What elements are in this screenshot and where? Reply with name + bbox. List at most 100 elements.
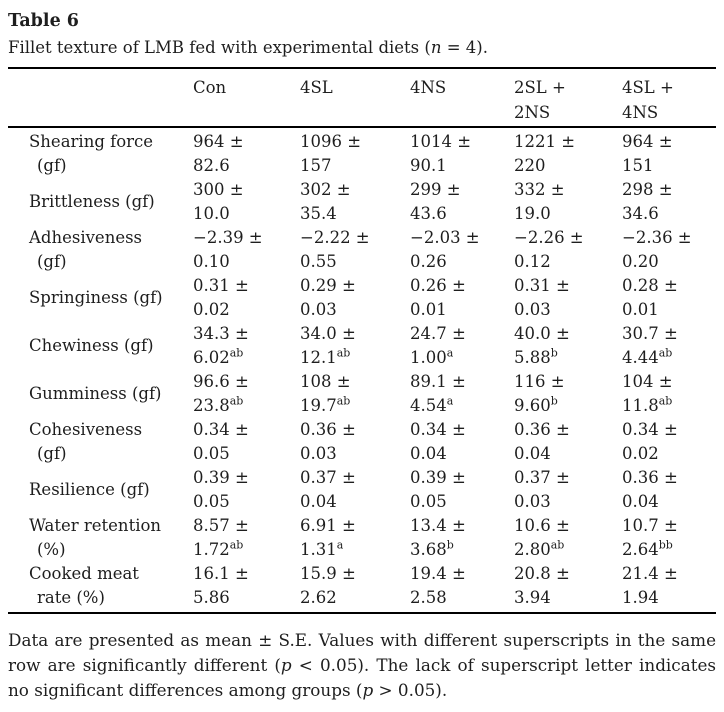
mean-value: 89.1 ± — [410, 372, 466, 391]
row-label-line: (gf) — [37, 252, 67, 271]
mean-value: 0.36 ± — [514, 420, 570, 439]
mean-value: 34.0 ± — [300, 324, 356, 343]
table-row: Gumminess (gf) 96.6 ± 23.8ab 108 ± 19.7ab 89.… — [8, 370, 716, 418]
value-cell: 15.9 ± 2.62 — [300, 562, 410, 610]
mean-value: 21.4 ± — [622, 564, 678, 583]
mean-value: 1221 ± — [514, 132, 576, 151]
value-cell: 0.36 ± 0.04 — [514, 418, 622, 466]
value-cell: 0.34 ± 0.02 — [622, 418, 716, 466]
mean-value: 302 ± — [300, 180, 351, 199]
value-cell: −2.03 ± 0.26 — [410, 226, 514, 274]
row-label: Cooked meat rate (%) — [8, 562, 193, 610]
row-label-line: rate (%) — [37, 588, 105, 607]
value-cell: 0.26 ± 0.01 — [410, 274, 514, 322]
table-title: Table 6 — [8, 11, 79, 31]
se-value: 19.7ab — [300, 394, 351, 416]
column-header-line: 4NS — [622, 103, 659, 122]
row-label-line: Brittleness (gf) — [29, 192, 155, 211]
value-cell: 24.7 ± 1.00a — [410, 322, 514, 370]
se-value: 23.8ab — [193, 394, 244, 416]
mean-value: −2.22 ± — [300, 228, 370, 247]
se-value: 2.62 — [300, 588, 337, 607]
row-label: Gumminess (gf) — [8, 370, 193, 418]
row-label: Water retention (%) — [8, 514, 193, 562]
se-value: 0.10 — [193, 252, 230, 271]
value-cell: 6.91 ± 1.31a — [300, 514, 410, 562]
row-label: Springiness (gf) — [8, 274, 193, 322]
footnote-text: > 0.05). — [373, 680, 448, 700]
value-cell: 299 ± 43.6 — [410, 178, 514, 226]
mean-value: 332 ± — [514, 180, 565, 199]
mean-value: 0.39 ± — [410, 468, 466, 487]
caption-variable: n — [430, 38, 442, 57]
mean-value: 20.8 ± — [514, 564, 570, 583]
value-cell: −2.26 ± 0.12 — [514, 226, 622, 274]
value-cell: 0.36 ± 0.03 — [300, 418, 410, 466]
significance-superscript: a — [446, 394, 454, 408]
row-label-line: Adhesiveness — [29, 228, 143, 247]
table-row: Springiness (gf) 0.31 ±0.02 0.29 ±0.03 0.26… — [8, 274, 716, 322]
footnote-text: < 0.05). The lack of superscript letter … — [291, 655, 716, 675]
se-value: 0.03 — [300, 444, 337, 463]
row-label-line: Water retention — [29, 516, 162, 535]
mean-value: 13.4 ± — [410, 516, 466, 535]
footnote-text: Data are presented as mean ± S.E. Values… — [8, 630, 716, 650]
se-value: 19.0 — [514, 204, 551, 223]
header-row: Con 4SL 4NS 2SL + 2NS 4SL + 4NS — [8, 69, 716, 128]
significance-superscript: ab — [658, 346, 673, 360]
se-value: 34.6 — [622, 204, 659, 223]
value-cell: 13.4 ± 3.68b — [410, 514, 514, 562]
value-cell: 0.37 ± 0.04 — [300, 466, 410, 514]
se-value: 11.8ab — [622, 394, 673, 416]
value-cell: 964 ± 151 — [622, 130, 716, 178]
se-value: 0.20 — [622, 252, 659, 271]
value-cell: 0.34 ± 0.05 — [193, 418, 300, 466]
mean-value: −2.03 ± — [410, 228, 480, 247]
mean-value: 299 ± — [410, 180, 461, 199]
value-cell: 332 ± 19.0 — [514, 178, 622, 226]
row-label-line: Gumminess (gf) — [29, 384, 162, 403]
column-header-line: 2SL + — [514, 78, 566, 97]
se-value: 82.6 — [193, 156, 230, 175]
se-value: 0.01 — [410, 300, 447, 319]
se-value: 0.05 — [193, 492, 230, 511]
value-cell: 96.6 ± 23.8ab — [193, 370, 300, 418]
value-cell: 964 ± 82.6 — [193, 130, 300, 178]
value-cell: 10.7 ± 2.64bb — [622, 514, 716, 562]
mean-value: 1096 ± — [300, 132, 362, 151]
se-value: 1.72ab — [193, 538, 244, 560]
mean-value: 0.36 ± — [622, 468, 678, 487]
table-body: Shearing force (gf) 964 ± 82.6 1096 ± 157 1014… — [8, 128, 716, 612]
mean-value: 24.7 ± — [410, 324, 466, 343]
se-value: 1.94 — [622, 588, 659, 607]
row-label: Resilience (gf) — [8, 466, 193, 514]
mean-value: 0.31 ± — [514, 276, 570, 295]
se-value: 0.02 — [622, 444, 659, 463]
value-cell: 0.29 ± 0.03 — [300, 274, 410, 322]
mean-value: 0.34 ± — [622, 420, 678, 439]
significance-superscript: ab — [336, 394, 351, 408]
se-value: 12.1ab — [300, 346, 351, 368]
footnote-line: row are significantly different (p < 0.0… — [8, 653, 716, 678]
value-cell: 0.28 ± 0.01 — [622, 274, 716, 322]
footnote-text: no significant differences among groups … — [8, 680, 363, 700]
significance-superscript: a — [336, 538, 344, 552]
value-cell: 21.4 ± 1.94 — [622, 562, 716, 610]
value-cell: 0.39 ± 0.05 — [193, 466, 300, 514]
table-row: Cohesiveness (gf) 0.34 ±0.05 0.36 ±0.03 0.34… — [8, 418, 716, 466]
column-header-line: 4SL — [300, 78, 333, 97]
mean-value: 10.7 ± — [622, 516, 678, 535]
footnote-line: Data are presented as mean ± S.E. Values… — [8, 628, 716, 653]
row-label-line: Shearing force — [29, 132, 154, 151]
mean-value: 0.37 ± — [300, 468, 356, 487]
header-spacer — [8, 75, 193, 125]
column-header-Con: Con — [193, 75, 300, 125]
se-value: 0.03 — [300, 300, 337, 319]
significance-superscript: b — [446, 538, 454, 552]
se-value: 151 — [622, 156, 654, 175]
value-cell: 1096 ± 157 — [300, 130, 410, 178]
column-header-4NS: 4NS — [410, 75, 514, 125]
row-label-line: Chewiness (gf) — [29, 336, 154, 355]
mean-value: 0.26 ± — [410, 276, 466, 295]
se-value: 0.05 — [410, 492, 447, 511]
